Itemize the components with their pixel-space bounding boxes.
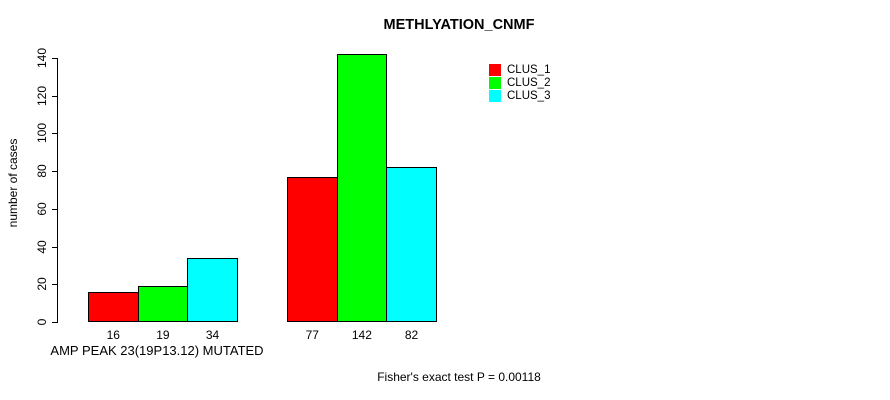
legend-swatch-clus_3 xyxy=(489,89,501,102)
bar-clus_3-group1 xyxy=(187,257,238,322)
y-tick xyxy=(52,208,57,210)
legend-row: CLUS_1 xyxy=(489,63,550,76)
y-tick-label: 100 xyxy=(35,123,49,144)
y-tick xyxy=(52,133,57,135)
legend-row: CLUS_2 xyxy=(489,76,550,89)
y-tick-label: 80 xyxy=(35,164,49,178)
bar-value-label: 34 xyxy=(205,328,220,342)
y-tick-label: 60 xyxy=(35,202,49,216)
y-tick-label: 20 xyxy=(35,277,49,291)
bar-clus_1-group2 xyxy=(287,176,338,322)
y-tick xyxy=(52,171,57,173)
chart-title: METHLYATION_CNMF xyxy=(383,17,535,33)
legend-row: CLUS_3 xyxy=(489,89,550,102)
legend-label: CLUS_2 xyxy=(507,76,551,89)
bar-value-label: 142 xyxy=(351,328,372,342)
bar-value-label: 19 xyxy=(156,328,170,342)
y-tick xyxy=(52,284,57,286)
y-tick-label: 140 xyxy=(35,47,49,69)
annotation-text: Fisher's exact test P = 0.00118 xyxy=(377,370,541,384)
bar-clus_2-group2 xyxy=(336,54,388,322)
bar-value-label: 16 xyxy=(106,328,120,342)
bar-clus_3-group2 xyxy=(386,167,437,322)
legend-label: CLUS_1 xyxy=(507,63,551,76)
legend-swatch-clus_1 xyxy=(489,63,501,76)
y-tick xyxy=(52,58,57,59)
legend: CLUS_1 CLUS_2 CLUS_3 xyxy=(489,63,550,102)
y-axis-label: number of cases xyxy=(6,138,20,228)
y-tick-label: 40 xyxy=(35,239,49,254)
bar-value-label: 82 xyxy=(404,328,419,342)
bar-value-label: 77 xyxy=(305,328,319,342)
legend-label: CLUS_3 xyxy=(507,89,551,102)
y-tick xyxy=(52,246,57,248)
y-tick xyxy=(52,322,57,323)
y-tick-label: 120 xyxy=(35,85,49,106)
y-axis-line xyxy=(57,58,58,323)
x-axis-group-label: AMP PEAK 23(19P13.12) MUTATED xyxy=(50,343,264,358)
legend-swatch-clus_2 xyxy=(489,76,501,89)
y-tick-label: 0 xyxy=(35,318,49,326)
y-tick xyxy=(52,95,57,97)
bar-clus_2-group1 xyxy=(137,286,189,322)
bar-clus_1-group1 xyxy=(88,291,139,322)
